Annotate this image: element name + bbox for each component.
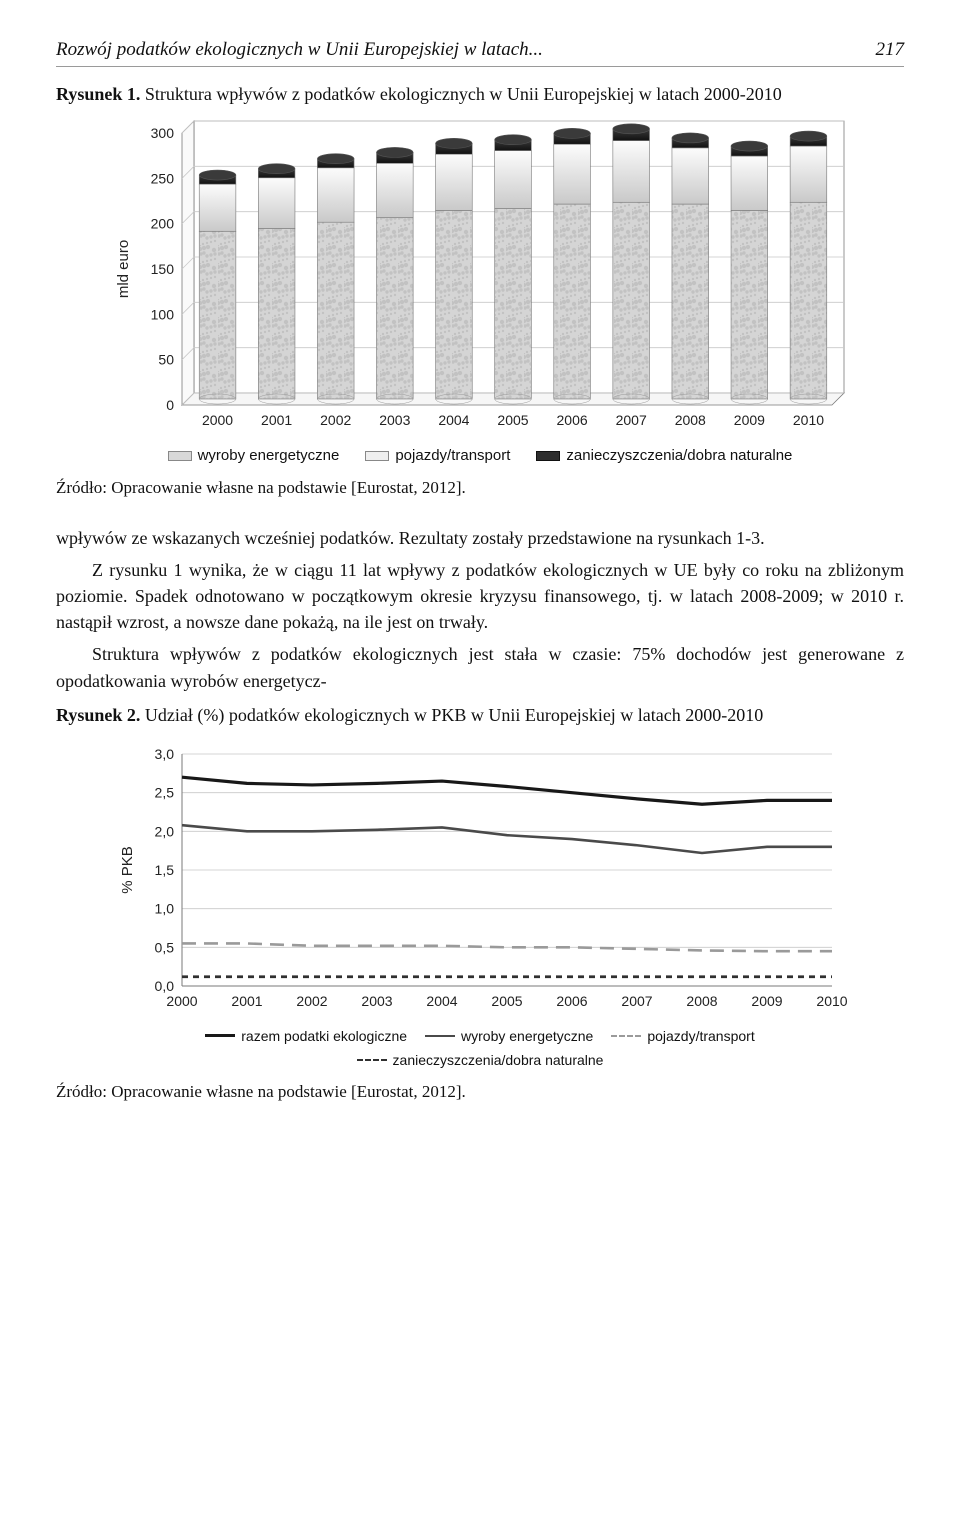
svg-text:0,5: 0,5	[155, 939, 175, 955]
paragraph-1: Z rysunku 1 wynika, że w ciągu 11 lat wp…	[56, 557, 904, 635]
legend-item: pojazdy/transport	[611, 1026, 754, 1046]
legend-line-swatch	[611, 1035, 641, 1037]
fig1-chart: 0 50 100 150 200 250 300 mld euro 2000 2001 2002 20…	[110, 119, 850, 439]
fig2-svg: 0,0 0,5 1,0 1,5 2,0 2,5 3,0 % PKB 2000 2001 2002 20…	[110, 740, 850, 1020]
svg-text:2,0: 2,0	[155, 823, 175, 839]
fig2-chart: 0,0 0,5 1,0 1,5 2,0 2,5 3,0 % PKB 2000 2001 2002 20…	[110, 740, 850, 1020]
svg-text:2003: 2003	[379, 412, 410, 428]
fig1-source: Źródło: Opracowanie własne na podstawie …	[56, 476, 904, 501]
legend-label: pojazdy/transport	[647, 1026, 754, 1046]
svg-text:2004: 2004	[438, 412, 469, 428]
fig2-lead: Rysunek 2.	[56, 705, 140, 725]
svg-text:3,0: 3,0	[155, 746, 175, 762]
paragraph-cont: wpływów ze wskazanych wcześniej podatków…	[56, 525, 904, 551]
svg-text:2007: 2007	[621, 993, 652, 1009]
legend-line-swatch	[425, 1035, 455, 1037]
legend-item: zanieczyszczenia/dobra naturalne	[357, 1050, 604, 1070]
svg-text:2003: 2003	[361, 993, 392, 1009]
svg-text:2010: 2010	[816, 993, 847, 1009]
legend-swatch	[365, 451, 389, 461]
svg-text:1,0: 1,0	[155, 900, 175, 916]
svg-text:300: 300	[151, 125, 175, 141]
fig2-source: Źródło: Opracowanie własne na podstawie …	[56, 1080, 904, 1105]
svg-text:250: 250	[151, 170, 175, 186]
fig1-svg: 0 50 100 150 200 250 300 mld euro 2000 2001 2002 20…	[110, 119, 850, 439]
svg-text:2001: 2001	[231, 993, 262, 1009]
svg-text:2005: 2005	[497, 412, 528, 428]
legend-swatch	[536, 451, 560, 461]
svg-text:2008: 2008	[686, 993, 717, 1009]
legend-label: zanieczyszczenia/dobra naturalne	[566, 445, 792, 467]
svg-text:2002: 2002	[296, 993, 327, 1009]
svg-text:2006: 2006	[556, 993, 587, 1009]
legend-label: wyroby energetyczne	[461, 1026, 593, 1046]
legend-label: wyroby energetyczne	[198, 445, 340, 467]
svg-text:2006: 2006	[557, 412, 588, 428]
legend-label: pojazdy/transport	[395, 445, 510, 467]
legend-item: wyroby energetyczne	[168, 445, 340, 467]
fig1-caption-text: Struktura wpływów z podatków ekologiczny…	[145, 84, 782, 104]
legend-label: zanieczyszczenia/dobra naturalne	[393, 1050, 604, 1070]
legend-line-swatch	[205, 1034, 235, 1037]
legend-item: pojazdy/transport	[365, 445, 510, 467]
legend-item: razem podatki ekologiczne	[205, 1026, 407, 1046]
svg-text:mld euro: mld euro	[115, 239, 132, 297]
fig1-legend: wyroby energetyczne pojazdy/transport zani…	[56, 445, 904, 467]
running-head-title: Rozwój podatków ekologicznych w Unii Eur…	[56, 36, 543, 64]
svg-text:% PKB: % PKB	[119, 846, 136, 894]
svg-text:100: 100	[151, 306, 175, 322]
svg-text:2002: 2002	[320, 412, 351, 428]
svg-text:0,0: 0,0	[155, 978, 175, 994]
svg-text:2005: 2005	[491, 993, 522, 1009]
fig1-caption: Rysunek 1. Struktura wpływów z podatków …	[56, 81, 904, 107]
legend-label: razem podatki ekologiczne	[241, 1026, 407, 1046]
legend-line-swatch	[357, 1059, 387, 1061]
svg-text:2009: 2009	[734, 412, 765, 428]
fig2-caption-text: Udział (%) podatków ekologicznych w PKB …	[145, 705, 763, 725]
svg-text:2000: 2000	[166, 993, 197, 1009]
svg-text:200: 200	[151, 215, 175, 231]
svg-text:0: 0	[166, 397, 174, 413]
svg-text:2,5: 2,5	[155, 784, 175, 800]
legend-item: zanieczyszczenia/dobra naturalne	[536, 445, 792, 467]
running-head: Rozwój podatków ekologicznych w Unii Eur…	[56, 36, 904, 67]
svg-text:2009: 2009	[751, 993, 782, 1009]
svg-text:50: 50	[158, 351, 174, 367]
svg-text:2004: 2004	[426, 993, 457, 1009]
legend-swatch	[168, 451, 192, 461]
svg-text:2008: 2008	[675, 412, 706, 428]
svg-text:1,5: 1,5	[155, 862, 175, 878]
svg-text:2001: 2001	[261, 412, 292, 428]
fig2-legend: razem podatki ekologiczne wyroby energety…	[140, 1026, 820, 1071]
paragraph-2: Struktura wpływów z podatków ekologiczny…	[56, 641, 904, 693]
fig2-caption: Rysunek 2. Udział (%) podatków ekologicz…	[56, 702, 904, 728]
running-head-page: 217	[876, 36, 905, 64]
svg-text:150: 150	[151, 261, 175, 277]
svg-text:2010: 2010	[793, 412, 824, 428]
fig1-lead: Rysunek 1.	[56, 84, 140, 104]
svg-text:2000: 2000	[202, 412, 233, 428]
svg-text:2007: 2007	[616, 412, 647, 428]
legend-item: wyroby energetyczne	[425, 1026, 593, 1046]
